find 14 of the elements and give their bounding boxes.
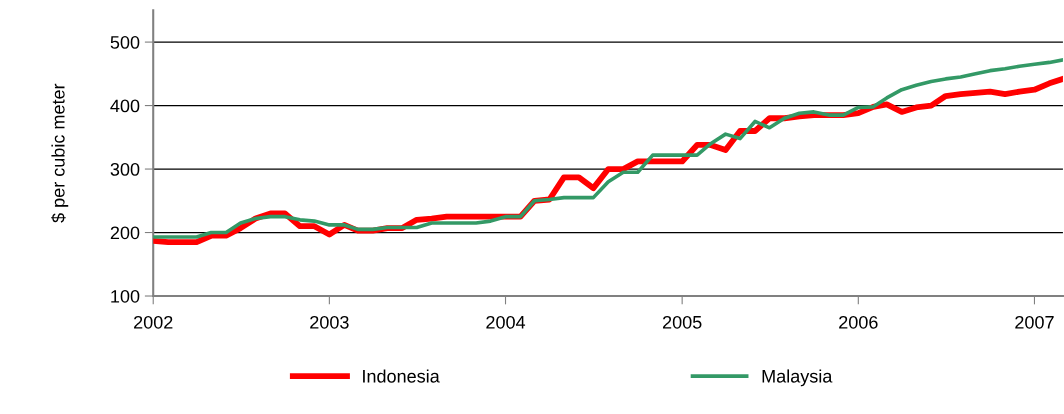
x-tick-label: 2003 [310, 315, 349, 329]
x-tick-label: 2005 [662, 315, 702, 329]
y-tick-label: 100 [111, 289, 140, 303]
x-tick-label: 2004 [486, 315, 526, 329]
y-tick-label: 400 [110, 99, 140, 113]
legend-label: Malaysia [762, 369, 833, 387]
y-tick-label: 300 [110, 162, 140, 176]
y-tick-label: 200 [110, 226, 140, 240]
y-axis-title: $ per cubic meter [51, 83, 69, 223]
x-tick-label: 2002 [134, 315, 173, 329]
legend-label: Indonesia [363, 369, 440, 383]
x-tick-label: 2006 [839, 315, 878, 329]
x-tick-label: 2007 [1015, 315, 1054, 329]
y-tick-label: 500 [110, 36, 140, 49]
